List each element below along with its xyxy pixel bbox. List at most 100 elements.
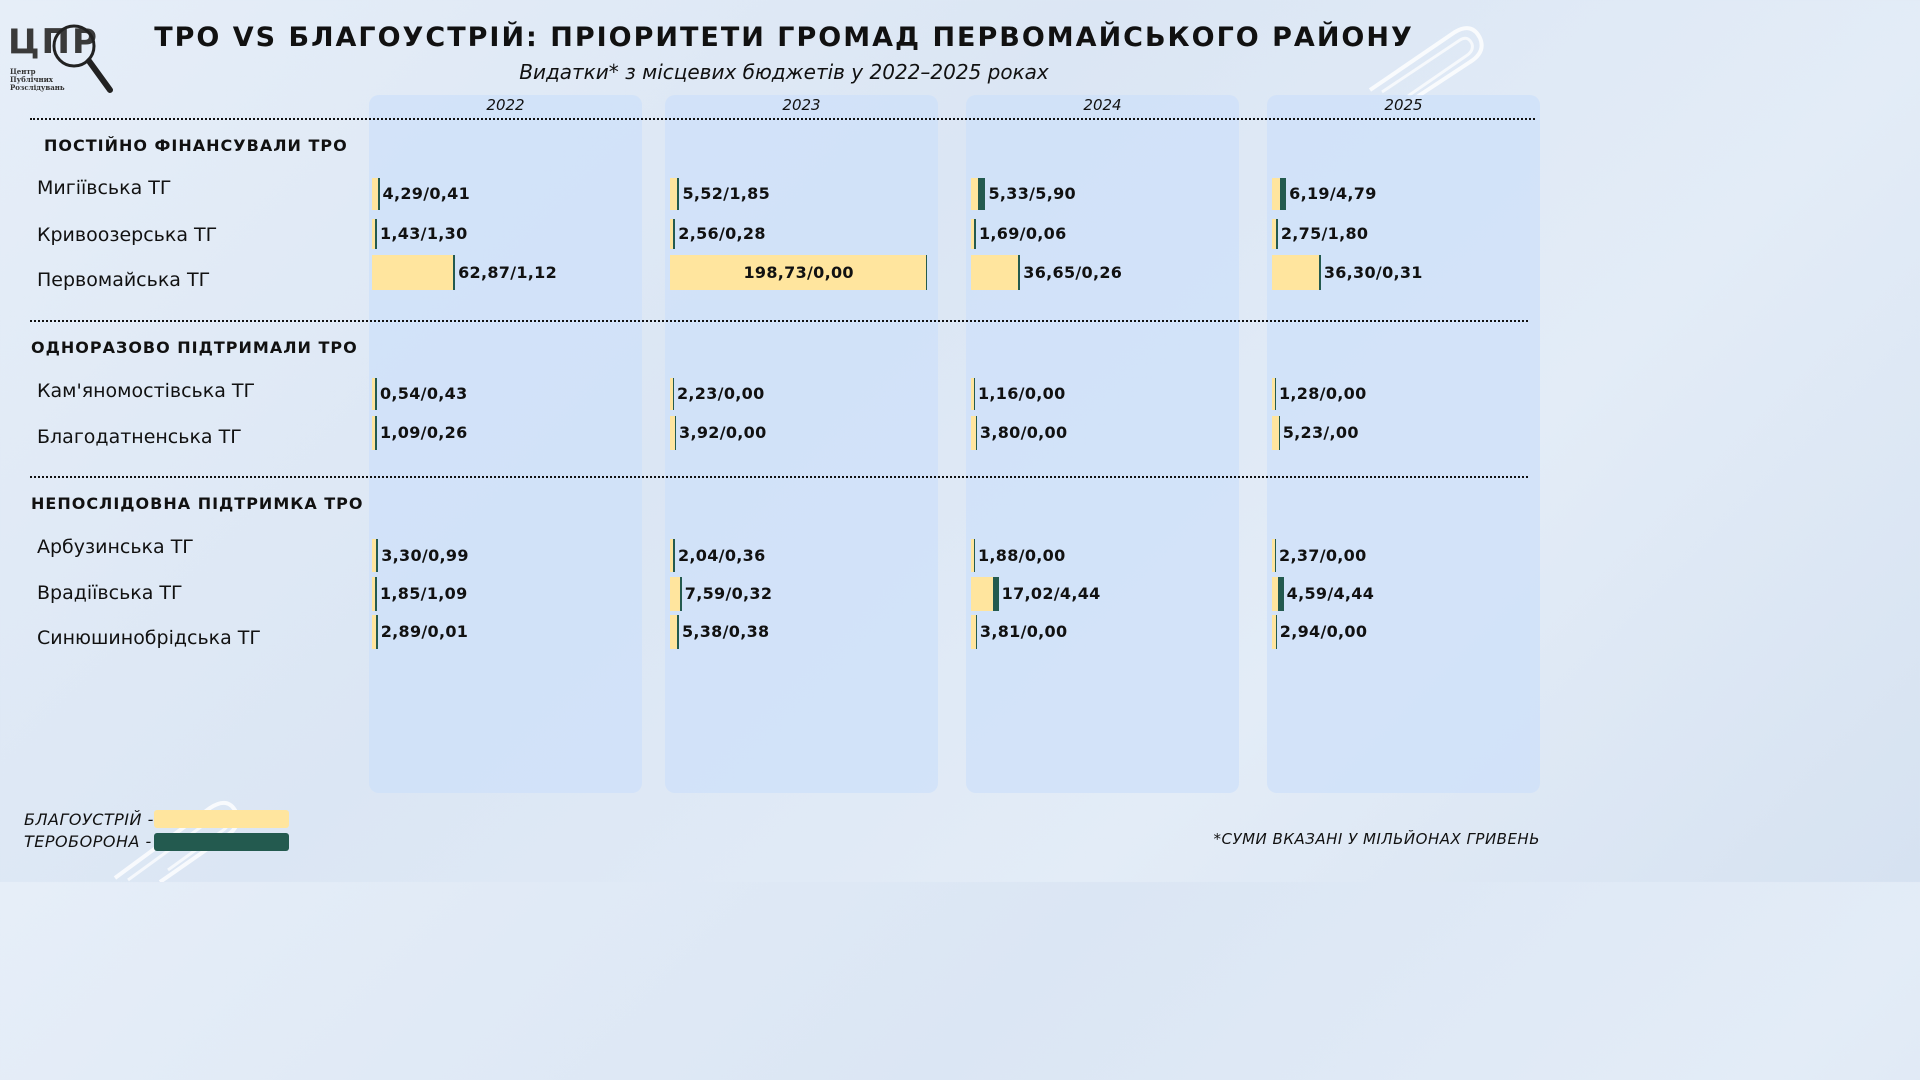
bar-blagoustriy [670,416,676,450]
bar-teroborona [1279,178,1287,210]
year-panel-2024 [966,95,1239,793]
bar-teroborona [675,416,677,450]
section-heading: ПОСТІЙНО ФІНАНСУВАЛИ ТРО [44,136,348,155]
bar-blagoustriy [670,178,678,210]
bar-blagoustriy [1272,577,1278,611]
bar-value-label: 17,02/4,44 [1001,584,1101,603]
bar-blagoustriy [971,615,976,649]
bar-teroborona [974,378,975,410]
year-panel-2025 [1267,95,1540,793]
bar-blagoustriy [372,577,375,611]
bar-teroborona [375,615,378,649]
bar-blagoustriy [670,539,673,572]
legend-swatch-teroborona [154,833,289,851]
bar-blagoustriy [1272,378,1275,410]
bar-blagoustriy [1272,219,1276,249]
bar-teroborona [992,577,999,611]
bar-blagoustriy [670,219,674,249]
bar-blagoustriy [1272,178,1280,210]
bar-value-label: 5,52/1,85 [682,184,770,203]
bar-teroborona [974,219,976,249]
row-label: Кривоозерська ТГ [37,224,218,246]
bar-blagoustriy [971,416,976,450]
section-heading: НЕПОСЛІДОВНА ПІДТРИМКА ТРО [31,494,364,513]
bar-teroborona [679,577,682,611]
bar-teroborona [375,378,377,410]
bar-teroborona [1318,255,1321,290]
bar-value-label: 3,81/0,00 [979,622,1068,641]
bar-blagoustriy [670,378,673,410]
year-label-2023: 2023 [782,96,821,114]
bar-value-label: 36,30/0,31 [1323,262,1423,282]
bar-value-label: 1,88/0,00 [978,545,1066,565]
bar-value-label: 2,56/0,28 [678,224,766,243]
bar-value-label: 2,94/0,00 [1279,622,1368,641]
bar-teroborona [376,539,379,572]
year-panel-2022 [369,95,642,793]
bar-value-label: 5,38/0,38 [681,622,770,641]
section-heading: ОДНОРАЗОВО ПІДТРИМАЛИ ТРО [31,338,358,357]
bar-blagoustriy [1272,615,1276,649]
year-label-2025: 2025 [1384,96,1423,114]
bar-teroborona [375,577,377,611]
chart-subtitle: Видатки* з місцевих бюджетів у 2022–2025… [519,60,1049,84]
legend-label-teroborona: ТЕРОБОРОНА - [24,832,152,851]
bar-blagoustriy [670,615,677,649]
row-label: Кам'яномостівська ТГ [37,380,256,402]
bar-value-label: 198,73/0,00 [743,262,854,282]
bar-teroborona [676,615,679,649]
bar-value-label: 36,65/0,26 [1023,262,1123,282]
bar-value-label: 3,30/0,99 [381,545,469,565]
bar-teroborona [974,539,975,572]
bar-value-label: 3,80/0,00 [979,423,1068,442]
divider [30,320,1528,322]
bar-teroborona [926,255,928,290]
bar-teroborona [677,178,680,210]
bar-value-label: 4,59/4,44 [1286,584,1375,603]
bar-value-label: 0,54/0,43 [380,384,468,403]
footnote: *СУМИ ВКАЗАНІ У МІЛЬЙОНАХ ГРИВЕНЬ [1213,830,1540,848]
divider [30,476,1528,478]
bar-value-label: 7,59/0,32 [684,584,773,603]
legend-label-blagoustriy: БЛАГОУСТРІЙ - [24,810,154,829]
bar-value-label: 6,19/4,79 [1289,184,1377,203]
chart-title: ТРО VS БЛАГОУСТРІЙ: ПРІОРИТЕТИ ГРОМАД ПЕ… [154,22,1414,53]
row-label: Благодатненська ТГ [37,426,242,448]
divider [30,118,1535,120]
bar-blagoustriy [1272,255,1319,290]
bar-blagoustriy [372,219,375,249]
bar-blagoustriy [971,219,974,249]
bar-teroborona [1275,219,1278,249]
bar-value-label: 62,87/1,12 [458,262,558,282]
bar-blagoustriy [971,577,993,611]
bar-blagoustriy [971,378,974,410]
bar-value-label: 2,37/0,00 [1279,545,1367,565]
bar-blagoustriy [971,255,1019,290]
bar-value-label: 5,23/,00 [1282,423,1359,442]
bar-teroborona [375,219,377,249]
bar-value-label: 1,16/0,00 [978,384,1066,403]
bar-teroborona [977,178,986,210]
bar-blagoustriy [372,416,375,450]
bar-teroborona [975,615,977,649]
bar-blagoustriy [372,255,454,290]
bar-teroborona [975,416,977,450]
bar-value-label: 3,92/0,00 [679,423,767,442]
bar-blagoustriy [372,539,377,572]
magnifier-icon [52,24,113,93]
row-label: Первомайська ТГ [37,269,211,291]
legend-swatch-blagoustriy [154,810,289,828]
bar-value-label: 1,28/0,00 [1279,384,1367,403]
bar-teroborona [377,178,380,210]
row-label: Мигіївська ТГ [37,177,172,199]
bar-blagoustriy [670,255,927,290]
bar-value-label: 1,69/0,06 [979,224,1067,243]
bar-value-label: 2,75/1,80 [1280,224,1369,243]
logo: ЦПР Центр Публічних Розслідувань [6,22,116,102]
bar-value-label: 4,29/0,41 [382,184,471,203]
bar-blagoustriy [971,178,978,210]
bar-value-label: 2,04/0,36 [678,545,766,565]
bar-teroborona [453,255,456,290]
bar-blagoustriy [372,178,378,210]
bar-blagoustriy [971,539,974,572]
